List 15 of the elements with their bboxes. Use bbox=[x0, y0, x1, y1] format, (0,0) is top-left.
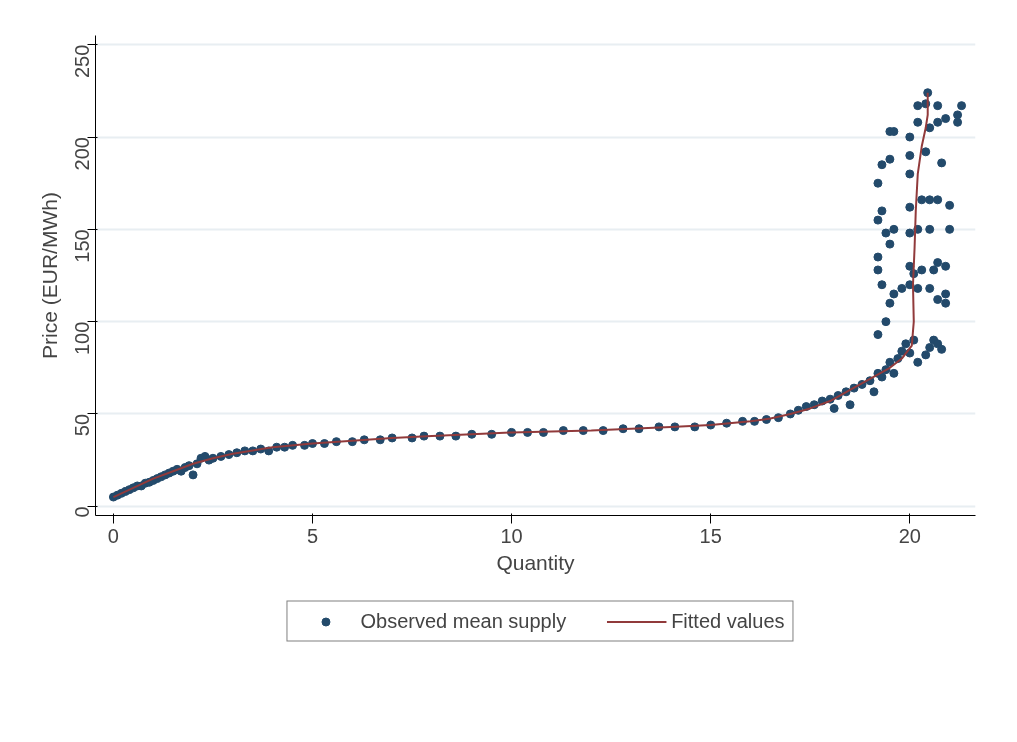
x-tick-label: 0 bbox=[107, 524, 119, 547]
y-axis-title: Price (EUR/MWh) bbox=[37, 192, 61, 359]
x-tick-label: 10 bbox=[500, 524, 523, 547]
y-tick-label: 50 bbox=[71, 413, 94, 437]
x-tick-label: 5 bbox=[306, 524, 319, 547]
y-tick-label: 200 bbox=[71, 137, 94, 171]
x-axis-title: Quantity bbox=[496, 550, 576, 574]
y-tick-label: 100 bbox=[71, 321, 94, 356]
x-tick-label: 20 bbox=[898, 524, 921, 547]
x-tick-label: 15 bbox=[699, 524, 722, 547]
y-tick-label: 150 bbox=[71, 229, 94, 263]
legend-label: Observed mean supply bbox=[360, 609, 567, 633]
y-tick-label: 0 bbox=[71, 506, 94, 518]
y-tick-label: 250 bbox=[71, 44, 94, 79]
legend-label: Fitted values bbox=[671, 609, 785, 633]
